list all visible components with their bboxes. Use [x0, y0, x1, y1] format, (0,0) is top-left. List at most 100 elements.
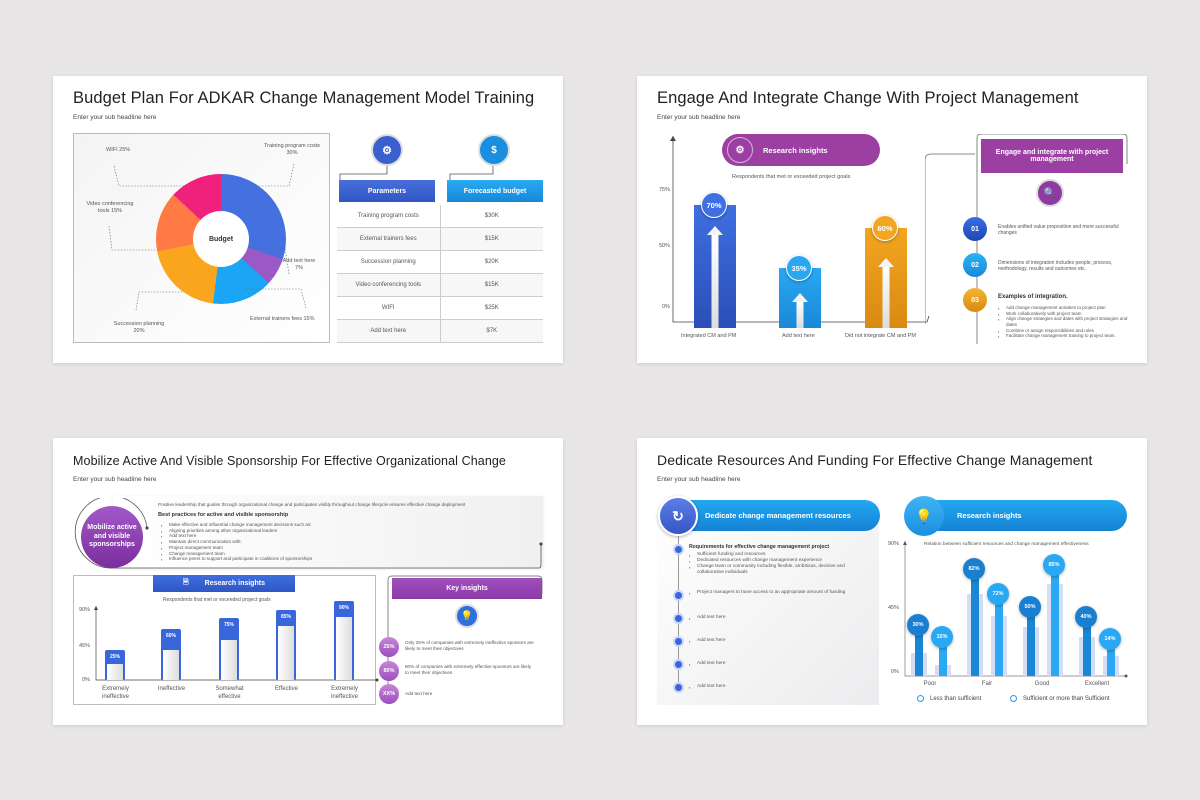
slide-subtitle: Enter your sub headline here: [73, 476, 157, 483]
requirements-list: Sufficient funding and resourcesDedicate…: [689, 552, 859, 576]
bar-extremely-ineffective-2: 90%: [334, 601, 354, 680]
best-practices-title: Best practices for active and visible sp…: [158, 512, 289, 518]
research-insights-pill: ⚙ Research insights: [722, 134, 880, 166]
slide-title: Engage And Integrate Change With Project…: [657, 89, 1079, 107]
step-02-text: Dimensions of integration includes peopl…: [998, 260, 1113, 273]
timeline-dot: [673, 544, 684, 555]
x-label: Ineffective: [157, 686, 186, 692]
settings-window-icon: ⚙: [371, 134, 403, 166]
insight-pct: 25%: [379, 637, 399, 657]
label-external: External trainers fees 15%: [250, 316, 315, 322]
panel-connector: [74, 498, 543, 569]
label-wifi: WIFI 25%: [106, 147, 131, 153]
value-bubble: 72%: [987, 583, 1009, 605]
x-label: Fair: [981, 681, 993, 687]
insight-text: 80% of companies with extremely effectiv…: [405, 664, 532, 675]
slide-title: Budget Plan For ADKAR Change Management …: [73, 89, 535, 107]
table-row: Add text here $7K: [337, 320, 543, 343]
step-01: 01: [963, 217, 987, 241]
x-label: Good: [1034, 681, 1050, 687]
chart-caption: Respondents that met or exceeded project…: [163, 597, 271, 603]
x-label: Integrated CM and PM: [681, 333, 737, 339]
slide-engage-integrate[interactable]: Engage And Integrate Change With Project…: [637, 76, 1147, 363]
bar-axes: [94, 606, 379, 682]
header-forecasted-budget: Forecasted budget: [447, 180, 543, 202]
insight-pct: 80%: [379, 661, 399, 681]
step-03: 03: [963, 288, 987, 312]
best-practices-list: Make effective and influential change ma…: [161, 522, 312, 562]
timeline-dot: [673, 590, 684, 601]
x-label: Somewhat effective: [215, 686, 244, 700]
slide-subtitle: Enter your sub headline here: [73, 114, 157, 121]
person-idea-icon: 💡: [904, 496, 944, 536]
x-label: Poor: [923, 681, 937, 687]
timeline-dot: [673, 682, 684, 693]
bar-poor-less: [915, 628, 923, 676]
y-tick: 0%: [662, 304, 670, 310]
lightbulb-icon: 💡: [455, 604, 479, 628]
requirements-title: Requirements for effective change manage…: [689, 544, 830, 550]
requirement-item: Add text here: [689, 615, 726, 621]
slide-mobilize-sponsorship[interactable]: Mobilize Active And Visible Sponsorship …: [53, 438, 563, 725]
bar-axes: [903, 541, 1128, 678]
mobilize-circle: Mobilize active and visible sponsorships: [81, 506, 143, 568]
y-tick: 45%: [888, 605, 900, 611]
value-bubble: 40%: [1075, 606, 1097, 628]
bar-good-less: [1027, 611, 1035, 676]
y-tick: 90%: [79, 607, 91, 613]
bar-good-sufficient: [1051, 566, 1059, 676]
requirement-item: Add text here: [689, 684, 726, 690]
donut-center-label: Budget: [193, 211, 249, 267]
chart-caption: Respondents that met or exceeded project…: [732, 174, 851, 180]
header-parameters: Parameters: [339, 180, 435, 202]
y-tick: 45%: [79, 643, 91, 649]
slide-dedicate-resources[interactable]: Dedicate Resources And Funding For Effec…: [637, 438, 1147, 725]
value-bubble: 50%: [1019, 596, 1041, 618]
x-label: Excellent: [1084, 681, 1110, 687]
integration-examples-list: Add change management activities to proj…: [998, 305, 1138, 339]
y-tick: 75%: [659, 187, 671, 193]
research-insights-tab: 🗎 Research insights: [153, 575, 295, 592]
slide-budget-plan[interactable]: Budget Plan For ADKAR Change Management …: [53, 76, 563, 363]
bar-somewhat-effective: 75%: [219, 618, 239, 680]
engage-integrate-header: Engage and integrate with project manage…: [981, 139, 1123, 173]
legend-sufficient: Sufficient or more than Sufficient: [1010, 695, 1110, 702]
table-row: WIFI $25K: [337, 297, 543, 320]
table-row: Training program costs $30K: [337, 205, 543, 228]
bar-excellent-less: [1083, 618, 1091, 676]
label-training: Training program costs 30%: [263, 143, 321, 156]
y-tick: 50%: [659, 243, 671, 249]
table-row: External trainers fees $15K: [337, 228, 543, 251]
requirement-item: Add text here: [689, 638, 726, 644]
research-insights-pill: Research insights: [912, 500, 1127, 531]
bar-not-integrated: 60%: [865, 215, 907, 328]
x-label: Extremely ineffective: [331, 686, 358, 700]
connector-lines: [339, 166, 494, 184]
bar-fair-less: [971, 573, 979, 676]
bar-ineffective: 60%: [161, 629, 181, 680]
requirement-item: Project managers to have access to an ap…: [689, 590, 859, 596]
y-tick: 0%: [891, 669, 899, 675]
insight-text: Only 25% of companies with extremely ine…: [405, 640, 534, 651]
intro-text: Positive leadership that guides through …: [158, 502, 466, 507]
label-addtext: Add text here 7%: [282, 258, 316, 271]
person-gear-icon: ⚙: [727, 137, 753, 163]
insight-pct: XX%: [379, 684, 399, 704]
bar-poor-sufficient: [939, 645, 947, 676]
x-label: Did not integrate CM and PM: [845, 333, 916, 339]
people-cycle-icon: ↻: [658, 496, 698, 536]
analytics-search-icon: 🔍: [1036, 179, 1064, 207]
y-tick: 0%: [82, 677, 90, 683]
budget-donut-chart: Budget: [156, 174, 286, 304]
legend-marker-icon: [1010, 695, 1017, 702]
document-search-icon: 🗎: [183, 579, 189, 586]
bar-add-text: 35%: [779, 255, 821, 328]
x-label: Add text here: [782, 333, 815, 339]
table-row: Succession planning $20K: [337, 251, 543, 274]
table-row: Video conferencing tools $15K: [337, 274, 543, 297]
x-label: Effective: [275, 686, 298, 692]
slide-subtitle: Enter your sub headline here: [657, 476, 741, 483]
bar-integrated: 70%: [694, 192, 736, 328]
budget-database-icon: $: [478, 134, 510, 166]
slide-title: Mobilize Active And Visible Sponsorship …: [73, 454, 506, 468]
